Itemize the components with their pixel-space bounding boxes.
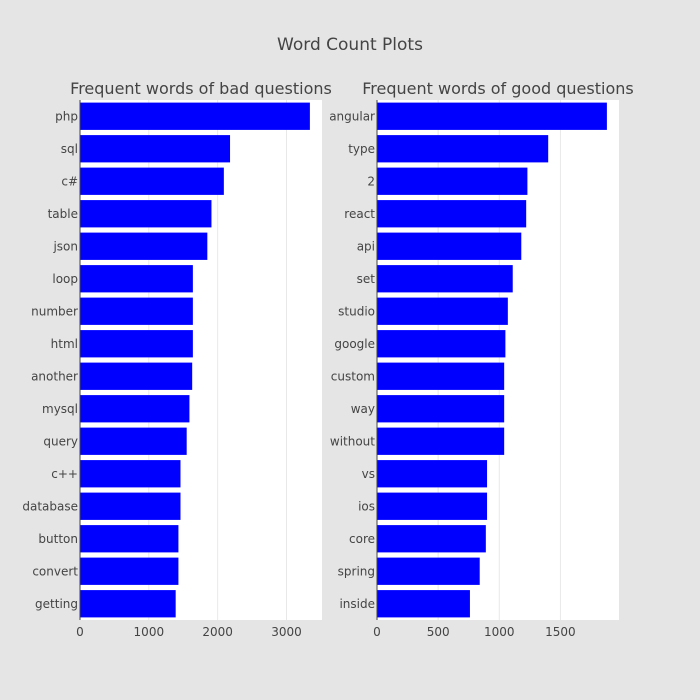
bad-category-label: c# xyxy=(61,174,78,188)
bad-bar-database xyxy=(80,492,181,520)
bad-x-tick-label: 1000 xyxy=(134,625,165,639)
good-category-label: google xyxy=(334,337,375,351)
good-bar-core xyxy=(377,525,486,553)
bad-category-label: sql xyxy=(61,142,78,156)
good-category-label: studio xyxy=(338,304,375,318)
bad-bar-cxx xyxy=(80,460,181,488)
good-bar-angular xyxy=(377,102,607,130)
bad-bar-convert xyxy=(80,557,179,585)
good-bar-set xyxy=(377,265,513,293)
good-questions-panel: angular type 2 react api set studio google custo… xyxy=(329,79,634,639)
good-category-label: type xyxy=(348,142,375,156)
good-bar-way xyxy=(377,395,505,423)
bad-x-tick-label: 2000 xyxy=(202,625,233,639)
bad-bar-button xyxy=(80,525,179,553)
bad-bar-loop xyxy=(80,265,193,293)
good-bar-custom xyxy=(377,362,505,390)
good-category-label: ios xyxy=(358,499,375,513)
bad-x-tick-label: 3000 xyxy=(271,625,302,639)
good-category-label: vs xyxy=(362,467,375,481)
bad-category-label: convert xyxy=(32,564,78,578)
good-bar-spring xyxy=(377,557,480,585)
good-bar-google xyxy=(377,330,506,358)
good-bar-without xyxy=(377,427,505,455)
good-category-label: react xyxy=(344,207,375,221)
good-bar-type xyxy=(377,135,549,163)
bad-category-label: button xyxy=(38,532,78,546)
good-bar-inside xyxy=(377,590,470,618)
good-category-label: angular xyxy=(329,109,375,123)
bad-category-label: another xyxy=(31,369,78,383)
good-category-label: inside xyxy=(339,597,375,611)
good-questions-title: Frequent words of good questions xyxy=(362,79,633,98)
bad-category-label: loop xyxy=(52,272,78,286)
good-bar-api xyxy=(377,232,522,260)
bad-category-label: number xyxy=(31,304,78,318)
bad-category-label: html xyxy=(51,337,78,351)
bad-bar-another xyxy=(80,362,193,390)
good-category-label: custom xyxy=(331,369,375,383)
good-category-label: without xyxy=(330,434,375,448)
good-bar-ios xyxy=(377,492,488,520)
bad-category-label: query xyxy=(43,434,78,448)
good-category-label: api xyxy=(357,239,375,253)
good-x-tick-label: 500 xyxy=(427,625,450,639)
bad-category-label: json xyxy=(52,239,78,253)
good-category-label: set xyxy=(357,272,376,286)
good-category-label: way xyxy=(351,402,375,416)
bad-bar-number xyxy=(80,297,193,325)
good-category-label: spring xyxy=(338,564,375,578)
bad-x-tick-label: 0 xyxy=(76,625,84,639)
bad-bar-html xyxy=(80,330,193,358)
bad-bar-json xyxy=(80,232,208,260)
bad-bar-php xyxy=(80,102,310,130)
bad-category-label: table xyxy=(48,207,78,221)
good-bar-2 xyxy=(377,167,528,195)
bad-bar-mysql xyxy=(80,395,190,423)
bad-category-label: php xyxy=(55,109,78,123)
bad-questions-panel: php sql c# table json loop number html another my… xyxy=(22,79,331,639)
good-bar-studio xyxy=(377,297,508,325)
good-bar-react xyxy=(377,200,527,228)
bad-bar-sql xyxy=(80,135,231,163)
bad-category-label: getting xyxy=(35,597,78,611)
good-category-label: 2 xyxy=(367,174,375,188)
bad-category-label: mysql xyxy=(42,402,78,416)
bad-bar-table xyxy=(80,200,212,228)
bad-bar-getting xyxy=(80,590,176,618)
good-bar-vs xyxy=(377,460,488,488)
good-category-label: core xyxy=(349,532,375,546)
good-x-tick-label: 0 xyxy=(373,625,381,639)
bad-bar-query xyxy=(80,427,187,455)
bad-bar-cx xyxy=(80,167,224,195)
good-x-tick-label: 1000 xyxy=(484,625,515,639)
figure-title: Word Count Plots xyxy=(277,35,423,55)
bad-questions-title: Frequent words of bad questions xyxy=(70,79,332,98)
good-x-tick-label: 1500 xyxy=(545,625,576,639)
bad-category-label: c++ xyxy=(51,467,78,481)
bad-category-label: database xyxy=(22,499,78,513)
